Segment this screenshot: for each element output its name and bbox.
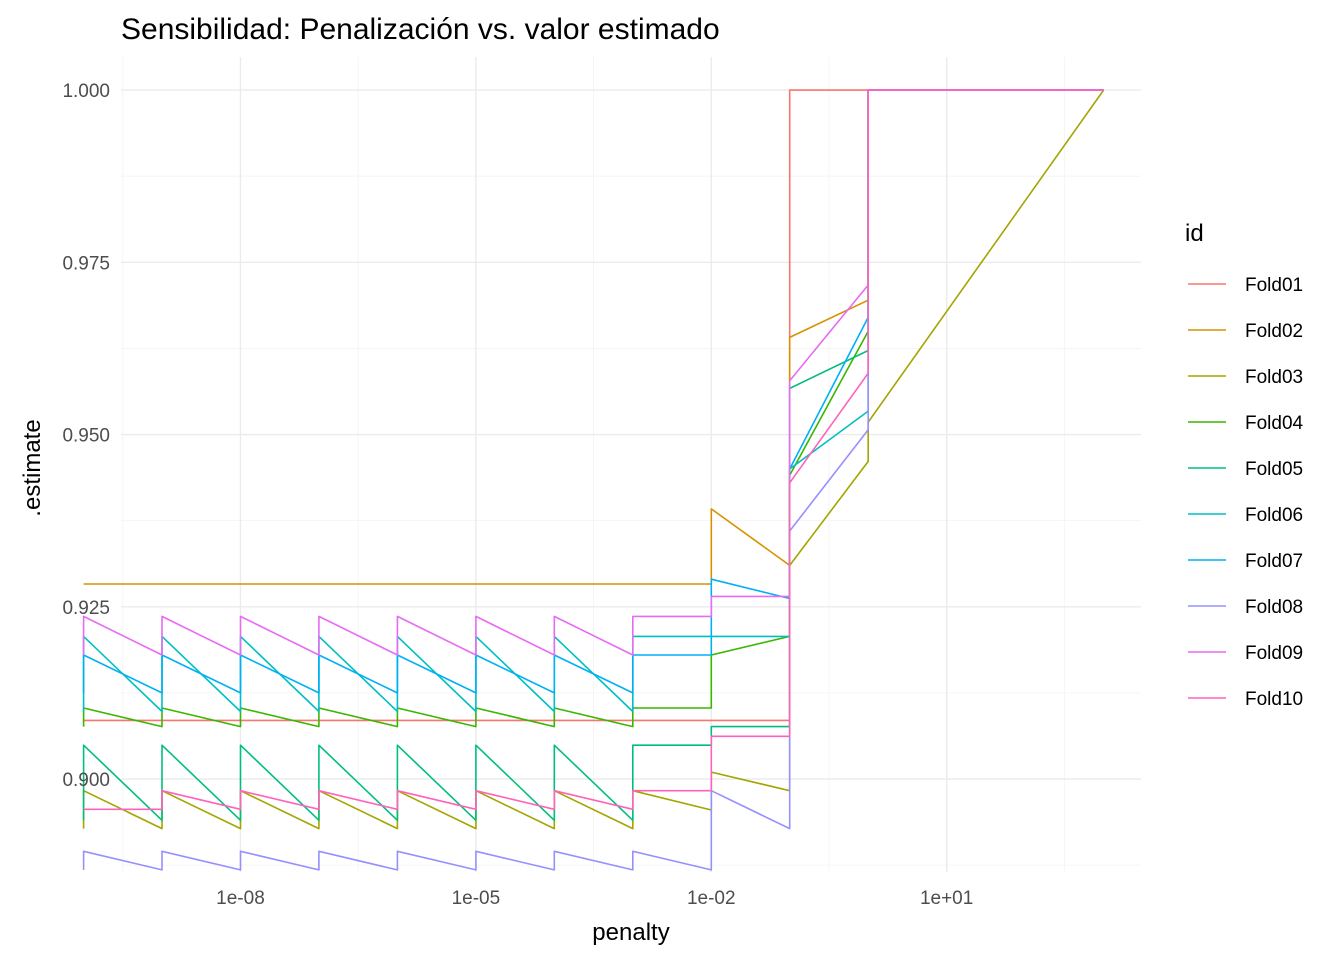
legend-label: Fold04 — [1245, 413, 1304, 434]
legend-label: Fold07 — [1245, 551, 1303, 572]
series-lines — [82, 89, 1105, 871]
x-axis-title: penalty — [592, 919, 669, 946]
y-tick-label: 0.950 — [62, 426, 110, 447]
y-tick-label: 1.000 — [62, 81, 110, 102]
legend-item-fold09: Fold09 — [1188, 643, 1303, 664]
legend-item-fold10: Fold10 — [1188, 689, 1303, 710]
legend-item-fold04: Fold04 — [1188, 413, 1304, 434]
series-line-fold02 — [83, 89, 1104, 585]
legend-item-fold01: Fold01 — [1188, 275, 1303, 296]
legend-label: Fold06 — [1245, 505, 1303, 526]
legend-item-fold03: Fold03 — [1188, 367, 1303, 388]
legend: id Fold01 Fold02 Fold03 Fold04 Fold05 Fold06 F… — [1185, 220, 1304, 710]
y-tick-label: 0.925 — [62, 598, 110, 619]
x-tick-label: 1e-02 — [687, 888, 736, 909]
x-axis-ticks: 1e-08 1e-05 1e-02 1e+01 — [216, 888, 973, 909]
grid — [121, 57, 1141, 872]
series-line-fold10 — [83, 89, 1104, 811]
legend-label: Fold05 — [1245, 459, 1303, 480]
legend-label: Fold10 — [1245, 689, 1303, 710]
legend-item-fold06: Fold06 — [1188, 505, 1303, 526]
legend-item-fold07: Fold07 — [1188, 551, 1303, 572]
x-tick-label: 1e-05 — [452, 888, 501, 909]
legend-label: Fold09 — [1245, 643, 1303, 664]
legend-item-fold02: Fold02 — [1188, 321, 1303, 342]
x-tick-label: 1e-08 — [216, 888, 265, 909]
x-tick-label: 1e+01 — [920, 888, 973, 909]
legend-item-fold08: Fold08 — [1188, 597, 1303, 618]
chart-title: Sensibilidad: Penalización vs. valor est… — [121, 13, 720, 46]
legend-label: Fold03 — [1245, 367, 1303, 388]
legend-title: id — [1185, 220, 1204, 247]
y-axis-title: .estimate — [19, 419, 46, 516]
y-tick-label: 0.900 — [62, 770, 110, 791]
legend-item-fold05: Fold05 — [1188, 459, 1303, 480]
legend-label: Fold01 — [1245, 275, 1303, 296]
legend-label: Fold02 — [1245, 321, 1303, 342]
y-axis-ticks: 0.900 0.925 0.950 0.975 1.000 — [62, 81, 110, 791]
legend-label: Fold08 — [1245, 597, 1303, 618]
y-tick-label: 0.975 — [62, 253, 110, 274]
